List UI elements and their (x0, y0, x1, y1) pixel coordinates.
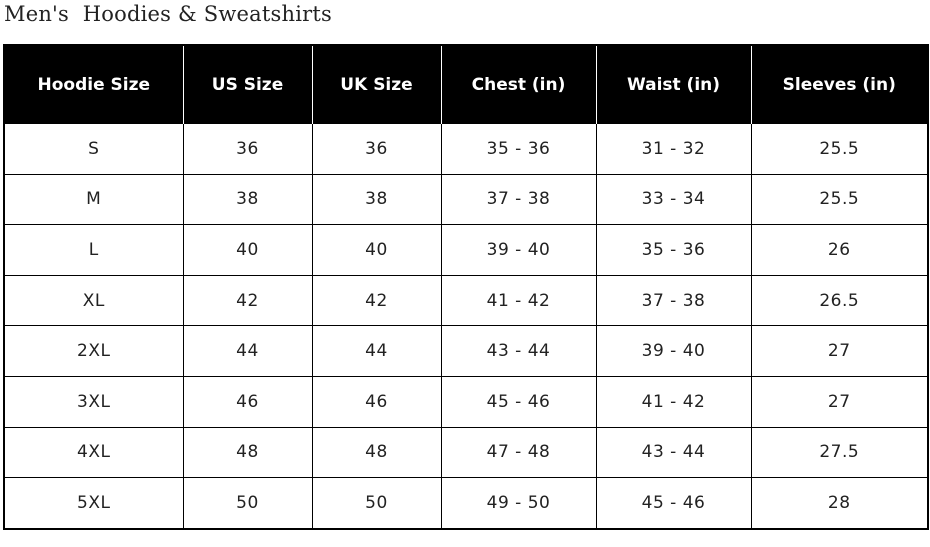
header-row: Hoodie Size US Size UK Size Chest (in) W… (4, 45, 928, 124)
cell-uk-size: 50 (311, 477, 442, 530)
cell-us-size: 48 (182, 426, 313, 479)
cell-waist: 39 - 40 (595, 325, 752, 377)
cell-uk-size: 36 (311, 123, 442, 175)
cell-hoodie-size: 3XL (3, 375, 184, 428)
cell-chest: 45 - 46 (440, 375, 597, 428)
table-row: 3XL 46 46 45 - 46 41 - 42 27 (3, 375, 929, 428)
table-row: L 40 40 39 - 40 35 - 36 26 (3, 224, 929, 276)
cell-us-size: 42 (182, 274, 313, 327)
cell-waist: 35 - 36 (595, 224, 752, 276)
cell-uk-size: 44 (311, 325, 442, 377)
table-row: S 36 36 35 - 36 31 - 32 25.5 (3, 123, 929, 175)
cell-uk-size: 42 (311, 274, 442, 327)
page-title: Men's Hoodies & Sweatshirts (4, 2, 332, 26)
cell-chest: 39 - 40 (440, 224, 597, 276)
cell-hoodie-size: M (3, 173, 184, 226)
cell-sleeves: 25.5 (750, 123, 929, 175)
cell-us-size: 36 (182, 123, 313, 175)
cell-hoodie-size: 4XL (3, 426, 184, 479)
header-chest: Chest (in) (440, 45, 596, 124)
cell-us-size: 38 (182, 173, 313, 226)
cell-sleeves: 28 (750, 477, 929, 530)
cell-hoodie-size: S (3, 123, 184, 175)
header-waist: Waist (in) (595, 45, 751, 124)
cell-sleeves: 26.5 (750, 274, 929, 327)
table-row: 4XL 48 48 47 - 48 43 - 44 27.5 (3, 426, 929, 479)
cell-uk-size: 40 (311, 224, 442, 276)
cell-chest: 41 - 42 (440, 274, 597, 327)
cell-sleeves: 27.5 (750, 426, 929, 479)
header-hoodie-size: Hoodie Size (4, 45, 183, 124)
cell-us-size: 50 (182, 477, 313, 530)
cell-waist: 45 - 46 (595, 477, 752, 530)
cell-hoodie-size: 2XL (3, 325, 184, 377)
table-row: 2XL 44 44 43 - 44 39 - 40 27 (3, 325, 929, 377)
cell-chest: 43 - 44 (440, 325, 597, 377)
size-chart-table: Hoodie Size US Size UK Size Chest (in) W… (3, 44, 929, 530)
header-us-size: US Size (182, 45, 312, 124)
cell-waist: 37 - 38 (595, 274, 752, 327)
cell-chest: 47 - 48 (440, 426, 597, 479)
cell-us-size: 40 (182, 224, 313, 276)
cell-hoodie-size: L (3, 224, 184, 276)
header-uk-size: UK Size (311, 45, 441, 124)
cell-chest: 35 - 36 (440, 123, 597, 175)
table-row: 5XL 50 50 49 - 50 45 - 46 28 (3, 477, 929, 530)
cell-uk-size: 46 (311, 375, 442, 428)
table-row: XL 42 42 41 - 42 37 - 38 26.5 (3, 274, 929, 327)
cell-hoodie-size: 5XL (3, 477, 184, 530)
cell-uk-size: 38 (311, 173, 442, 226)
cell-sleeves: 25.5 (750, 173, 929, 226)
header-sleeves: Sleeves (in) (750, 45, 928, 124)
cell-sleeves: 26 (750, 224, 929, 276)
cell-waist: 43 - 44 (595, 426, 752, 479)
cell-chest: 37 - 38 (440, 173, 597, 226)
cell-waist: 33 - 34 (595, 173, 752, 226)
cell-waist: 41 - 42 (595, 375, 752, 428)
cell-us-size: 46 (182, 375, 313, 428)
cell-sleeves: 27 (750, 325, 929, 377)
table-row: M 38 38 37 - 38 33 - 34 25.5 (3, 173, 929, 226)
cell-waist: 31 - 32 (595, 123, 752, 175)
cell-sleeves: 27 (750, 375, 929, 428)
cell-us-size: 44 (182, 325, 313, 377)
cell-chest: 49 - 50 (440, 477, 597, 530)
cell-hoodie-size: XL (3, 274, 184, 327)
cell-uk-size: 48 (311, 426, 442, 479)
